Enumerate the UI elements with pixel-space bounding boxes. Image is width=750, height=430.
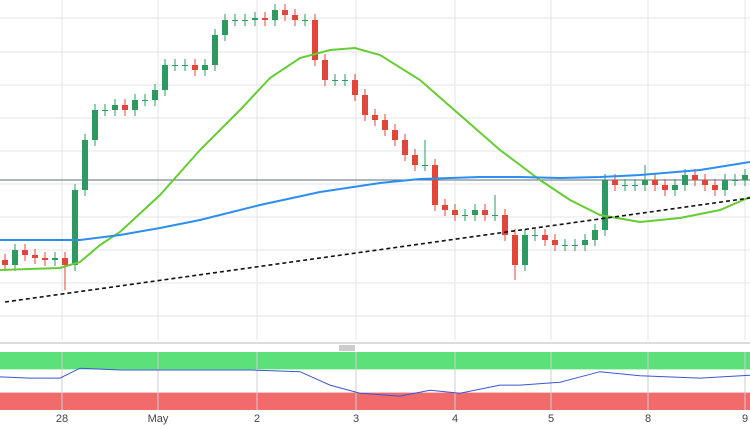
candle-body xyxy=(742,175,748,180)
candle-body xyxy=(632,185,638,186)
rsi-line xyxy=(0,367,750,397)
candle-body xyxy=(42,258,48,260)
candle-body xyxy=(2,260,8,265)
candle-body xyxy=(442,205,448,210)
candle-body xyxy=(492,215,498,216)
candle-body xyxy=(252,18,258,20)
candle-body xyxy=(462,215,468,216)
candle-body xyxy=(332,80,338,81)
candle-body xyxy=(202,65,208,70)
candle-body xyxy=(522,235,528,265)
candle-body xyxy=(122,105,128,110)
candle-body xyxy=(112,105,118,110)
candle-body xyxy=(582,240,588,245)
candle-body xyxy=(512,235,518,265)
candle-body xyxy=(642,180,648,185)
candle-body xyxy=(32,255,38,258)
x-tick-label: 4 xyxy=(452,413,458,425)
candle-body xyxy=(282,10,288,15)
candle-body xyxy=(272,10,278,20)
candle-body xyxy=(352,80,358,95)
candle-body xyxy=(172,65,178,66)
candle-body xyxy=(292,15,298,20)
candle-body xyxy=(432,165,438,205)
x-tick-label: 9 xyxy=(742,413,748,425)
candle-body xyxy=(102,110,108,111)
candle-body xyxy=(722,180,728,190)
candle-body xyxy=(612,180,618,185)
x-tick-label: May xyxy=(148,413,169,425)
moving-average xyxy=(0,46,750,271)
x-tick-label: 3 xyxy=(353,413,359,425)
overbought-band xyxy=(0,352,750,370)
candle-body xyxy=(152,90,158,100)
candle-body xyxy=(302,20,308,21)
x-tick-label: 8 xyxy=(645,413,651,425)
candle-body xyxy=(212,35,218,65)
trendline xyxy=(4,197,750,303)
candle-body xyxy=(422,165,428,166)
candle-body xyxy=(732,180,738,181)
candle-body xyxy=(342,80,348,81)
candle-body xyxy=(132,100,138,110)
candle-body xyxy=(712,185,718,190)
candle-body xyxy=(72,190,78,265)
candle-body xyxy=(412,155,418,165)
candle-body xyxy=(232,20,238,21)
candle-body xyxy=(162,65,168,90)
candle-body xyxy=(82,140,88,190)
candle-body xyxy=(702,180,708,185)
candle-body xyxy=(452,210,458,215)
candle-body xyxy=(652,180,658,185)
candle-body xyxy=(542,235,548,240)
oversold-band xyxy=(0,392,750,410)
candle-body xyxy=(22,250,28,255)
candle-body xyxy=(262,18,268,20)
candle-body xyxy=(372,115,378,120)
candle-body xyxy=(362,95,368,115)
candle-body xyxy=(502,215,508,235)
candle-body xyxy=(142,100,148,101)
candle-body xyxy=(482,210,488,215)
candle-body xyxy=(182,65,188,66)
candle-body xyxy=(312,20,318,60)
candle-body xyxy=(62,258,68,265)
candle-body xyxy=(222,20,228,35)
candle-body xyxy=(572,245,578,246)
candle-body xyxy=(92,110,98,140)
candle-body xyxy=(52,258,58,260)
candle-body xyxy=(382,120,388,130)
candle-body xyxy=(532,235,538,236)
candle-body xyxy=(592,230,598,240)
candle-body xyxy=(692,175,698,180)
x-tick-label: 28 xyxy=(56,413,68,425)
candle-body xyxy=(682,175,688,185)
candle-body xyxy=(672,185,678,190)
candle-body xyxy=(242,20,248,21)
x-tick-label: 2 xyxy=(254,413,260,425)
candle-body xyxy=(472,210,478,215)
x-tick-label: 5 xyxy=(548,413,554,425)
candle-body xyxy=(662,185,668,190)
candle-body xyxy=(552,240,558,245)
candle-body xyxy=(602,180,608,230)
moving-average xyxy=(0,161,750,241)
candle-body xyxy=(192,65,198,70)
candle-body xyxy=(12,250,18,265)
candle-body xyxy=(392,130,398,140)
resize-handle[interactable] xyxy=(339,345,355,351)
candle-body xyxy=(402,140,408,155)
candle-body xyxy=(322,60,328,80)
candle-body xyxy=(562,245,568,246)
candle-body xyxy=(622,185,628,186)
